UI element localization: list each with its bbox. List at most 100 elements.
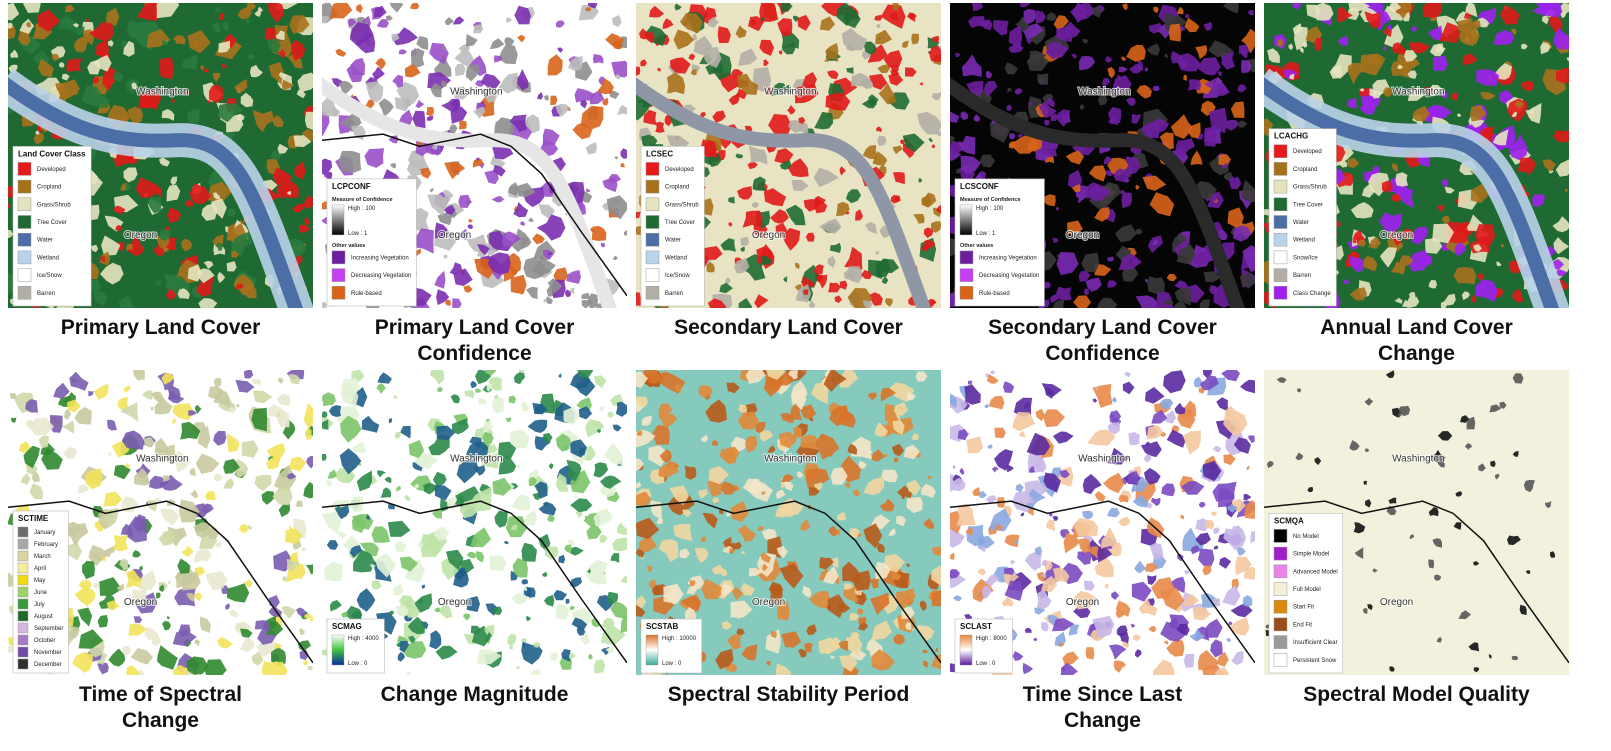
legend-swatch (18, 527, 28, 537)
legend-item: November (34, 650, 62, 656)
legend-gradient (332, 635, 344, 665)
legend: LCPCONF Measure of Confidence High : 100 Lo… (327, 179, 416, 306)
map-label: Washington (1392, 87, 1444, 98)
land-patch (511, 275, 527, 295)
legend-subtitle: Other values (960, 243, 993, 249)
land-patch (611, 61, 634, 78)
legend-swatch (1274, 583, 1287, 596)
map-label: Oregon (752, 230, 785, 241)
legend-swatch (646, 233, 659, 246)
legend-item: Rule-based (979, 291, 1010, 297)
panel: WashingtonOregonLCACHGDevelopedCroplandG… (1257, 0, 1577, 365)
land-patch (1188, 79, 1201, 90)
map-label: Washington (450, 87, 502, 98)
panel-title: Change (1064, 709, 1141, 732)
legend-swatch (1274, 529, 1287, 542)
land-patch (616, 402, 631, 417)
legend-item: December (34, 662, 62, 668)
legend-subtitle: Measure of Confidence (332, 197, 393, 203)
legend-high: High : 4000 (348, 636, 379, 642)
land-patch (1129, 432, 1140, 445)
land-patch (411, 48, 425, 67)
land-patch (459, 121, 467, 130)
land-patch (5, 646, 14, 653)
legend-title: SCTIME (18, 514, 49, 523)
legend-swatch (960, 251, 973, 264)
legend-swatch (646, 286, 659, 299)
legend-swatch (18, 635, 28, 645)
legend-high: High : 10000 (662, 636, 697, 642)
legend-swatch (18, 563, 28, 573)
panel-title: Change (1378, 342, 1455, 365)
legend: SCMAGHigh : 4000Low : 0 (327, 619, 384, 673)
legend-low: Low : 1 (348, 231, 368, 237)
legend-item: Barren (37, 291, 55, 297)
legend-swatch (1274, 547, 1287, 560)
legend-swatch (1274, 216, 1287, 229)
panel-title: Change Magnitude (381, 683, 569, 706)
map-label: Oregon (438, 597, 471, 608)
land-patch (1037, 73, 1048, 85)
legend-swatch (18, 539, 28, 549)
legend-item: Cropland (1293, 167, 1317, 173)
legend-item: Tree Cover (665, 220, 695, 226)
legend-item: May (34, 578, 45, 584)
legend-item: March (34, 554, 51, 560)
legend-item: Cropland (37, 185, 61, 191)
legend-item: July (34, 602, 45, 608)
legend-item: January (34, 530, 55, 536)
legend-high: High : 8000 (976, 636, 1007, 642)
legend-swatch (646, 216, 659, 229)
map-label: Oregon (1380, 230, 1413, 241)
land-patch (6, 23, 13, 29)
legend-swatch (1274, 180, 1287, 193)
legend-item: Ice/Snow (665, 273, 690, 279)
panel: WashingtonOregonLand Cover ClassDevelope… (0, 0, 319, 339)
land-patch (1204, 126, 1216, 147)
legend-item: Cropland (665, 185, 689, 191)
legend-item: Water (37, 238, 53, 244)
legend: SCMQANo ModelSimple ModelAdvanced ModelF… (1269, 513, 1343, 673)
legend-swatch (1274, 198, 1287, 211)
legend-swatch (1274, 251, 1287, 264)
legend-item: Water (665, 238, 681, 244)
legend-title: SCMAG (332, 622, 362, 631)
land-patch (1119, 495, 1129, 503)
legend-swatch (646, 251, 659, 264)
legend-item: Increasing Vegetation (351, 255, 409, 261)
panel-title: Spectral Model Quality (1303, 683, 1530, 706)
land-patch (911, 34, 919, 45)
land-patch (804, 643, 813, 653)
legend-title: LCPCONF (332, 182, 371, 191)
map-label: Washington (136, 454, 188, 465)
legend-gradient (960, 205, 972, 235)
legend: SCTIMEJanuaryFebruaryMarchAprilMayJuneJu… (13, 511, 68, 673)
legend-title: LCSEC (646, 149, 673, 158)
legend-item: Full Model (1293, 587, 1321, 593)
legend-item: Snow/Ice (1293, 255, 1318, 261)
legend-low: Low : 0 (976, 661, 996, 667)
legend-swatch (18, 647, 28, 657)
legend-low: Low : 1 (976, 231, 996, 237)
legend-item: End Fit (1293, 622, 1312, 628)
legend-item: Developed (1293, 149, 1322, 155)
legend-swatch (1274, 636, 1287, 649)
panel-title: Confidence (417, 342, 531, 365)
legend-swatch (1274, 653, 1287, 666)
legend-title: LCSCONF (960, 182, 999, 191)
map-label: Oregon (1066, 230, 1099, 241)
map-label: Washington (1078, 454, 1130, 465)
land-patch (630, 292, 641, 306)
land-patch (1395, 172, 1408, 186)
legend-swatch (18, 198, 31, 211)
panel: WashingtonOregonSCTIMEJanuaryFebruaryMar… (3, 361, 323, 732)
legend: SCSTABHigh : 10000Low : 0 (641, 619, 702, 673)
legend-item: Simple Model (1293, 552, 1329, 558)
legend-item: September (34, 626, 63, 632)
legend-low: Low : 0 (662, 661, 682, 667)
land-patch (1244, 567, 1261, 580)
legend-item: February (34, 542, 58, 548)
legend-high: High : 100 (348, 206, 376, 212)
map-label: Oregon (438, 230, 471, 241)
legend-item: Tree Cover (1293, 202, 1323, 208)
